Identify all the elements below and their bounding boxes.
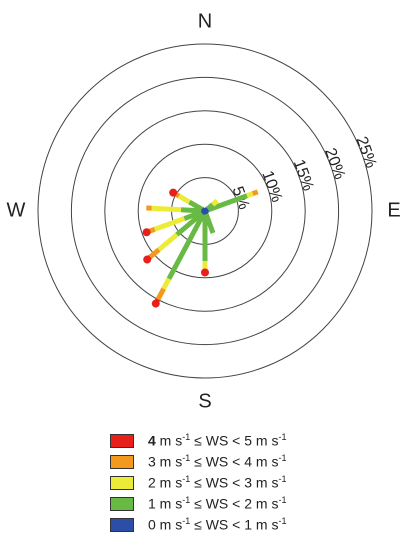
grid-ring-2 [137,143,273,279]
petal-4-tip [142,228,151,237]
petal-0-bin-3 [251,189,259,196]
petal-2-bin-2 [177,193,191,205]
petal-3-bin-2 [151,205,182,213]
legend-swatch-2-3 [110,475,134,490]
compass-label-n: N [198,10,212,32]
compass-label-e: E [387,199,400,221]
petal-4-bin-2 [153,216,186,232]
petal-6-bin-1 [166,212,206,281]
legend-swatch-3-4 [110,454,134,469]
legend-item-1-2: 1 m s-1 ≤ WS < 2 m s-1 [110,493,286,514]
petal-1-bin-2 [211,198,219,207]
grid-ring-4 [70,76,340,346]
petal-1-bin-1 [205,202,215,211]
petal-0-bin-1 [207,193,248,213]
petal-7-tip [201,268,209,277]
legend-item-4-5: 4 m s-1 ≤ WS < 5 m s-1 [110,430,286,451]
ring-label-3: 15% [290,157,317,193]
petal-8-bin-1 [203,213,216,234]
ring-label-5: 25% [352,134,379,170]
compass-label-s: S [198,390,211,412]
legend: 4 m s-1 ≤ WS < 5 m s-1 3 m s-1 ≤ WS < 4 … [110,430,286,535]
legend-swatch-4-5 [110,433,134,448]
petal-5-bin-2 [157,232,179,252]
petal-1-bin-0 [203,206,210,213]
grid-ring-5 [37,43,373,379]
petal-6-bin-2 [161,277,172,291]
grid-ring-3 [104,110,306,312]
ring-label-2: 10% [258,169,285,205]
petal-6-bin-3 [155,287,166,301]
legend-swatch-0-1 [110,517,134,532]
petal-8-bin-0 [202,210,209,215]
legend-swatch-1-2 [110,496,134,511]
petal-6-tip [151,299,160,308]
petal-5-tip [143,255,152,264]
ring-label-4: 20% [321,146,348,182]
compass-label-w: W [7,199,26,221]
legend-item-3-4: 3 m s-1 ≤ WS < 4 m s-1 [110,451,286,472]
legend-item-0-1: 0 m s-1 ≤ WS < 1 m s-1 [110,514,286,535]
petal-2-bin-1 [188,199,204,212]
petal-5-bin-3 [148,247,161,259]
petal-0-bin-2 [246,191,254,199]
petal-2-tip [169,188,178,197]
petal-3-bin-1 [180,207,202,214]
legend-item-2-3: 2 m s-1 ≤ WS < 3 m s-1 [110,472,286,493]
petal-5-bin-1 [175,211,205,237]
